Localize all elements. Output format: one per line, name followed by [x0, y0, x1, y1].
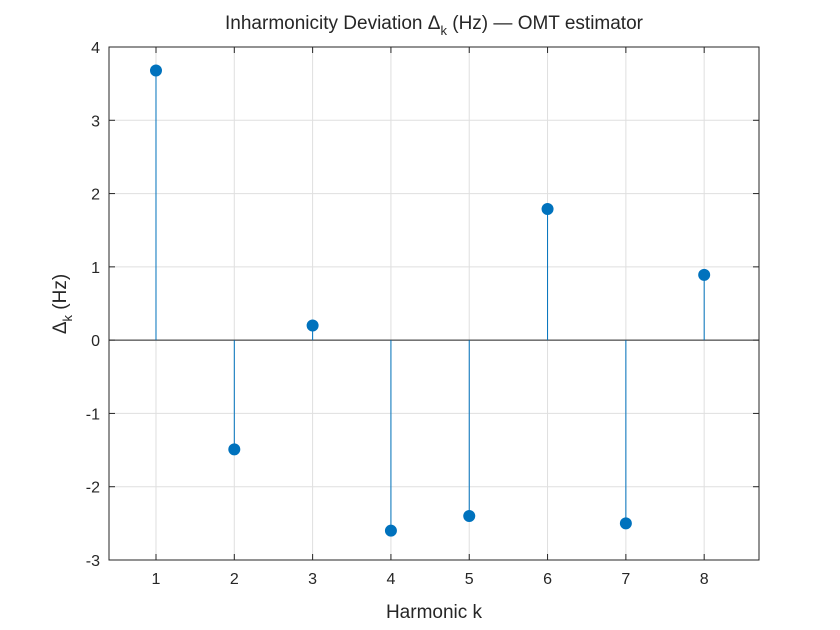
ylabel-delta-symbol: Δ	[50, 321, 71, 334]
x-tick-label: 6	[543, 571, 552, 588]
title-subscript: k	[440, 23, 447, 38]
x-tick-label: 2	[230, 571, 239, 588]
x-tick-label: 5	[465, 571, 474, 588]
axes	[108, 46, 760, 561]
grid-lines	[109, 46, 759, 561]
ylabel-suffix: (Hz)	[50, 274, 71, 315]
y-tick-label: 3	[91, 113, 100, 130]
x-tick-label: 3	[308, 571, 317, 588]
stem-marker	[306, 319, 319, 332]
stem-marker	[149, 64, 162, 77]
x-tick-label: 7	[621, 571, 630, 588]
ylabel-subscript: k	[60, 314, 75, 321]
stem-marker	[463, 510, 476, 523]
title-suffix: (Hz) — OMT estimator	[447, 13, 644, 34]
tick-labels: 1 2 3 4 5 6 7 8 -3 -2 -1 0 1 2 3 4	[86, 40, 709, 588]
axes-box	[108, 46, 760, 561]
x-tick-label: 4	[386, 571, 395, 588]
stem-marker	[384, 524, 397, 537]
title-delta-symbol: Δ	[428, 13, 441, 34]
y-tick-label: -3	[86, 553, 100, 570]
y-tick-label: -1	[86, 406, 100, 423]
x-tick-label: 8	[700, 571, 709, 588]
x-tick-label: 1	[152, 571, 161, 588]
y-tick-label: 0	[91, 333, 100, 350]
x-axis-label: Harmonic k	[386, 602, 483, 623]
stem-marker	[228, 443, 241, 456]
stem-marker	[619, 517, 632, 530]
chart-title: Inharmonicity Deviation Δk (Hz) — OMT es…	[225, 13, 644, 38]
stem-series	[109, 64, 759, 537]
y-axis-label: Δk (Hz)	[50, 274, 75, 334]
y-tick-label: 1	[91, 260, 100, 277]
title-prefix: Inharmonicity Deviation	[225, 13, 428, 34]
y-tick-label: 2	[91, 187, 100, 204]
stem-marker	[698, 268, 711, 281]
y-tick-label: 4	[91, 40, 100, 57]
stem-marker	[541, 202, 554, 215]
y-tick-label: -2	[86, 480, 100, 497]
